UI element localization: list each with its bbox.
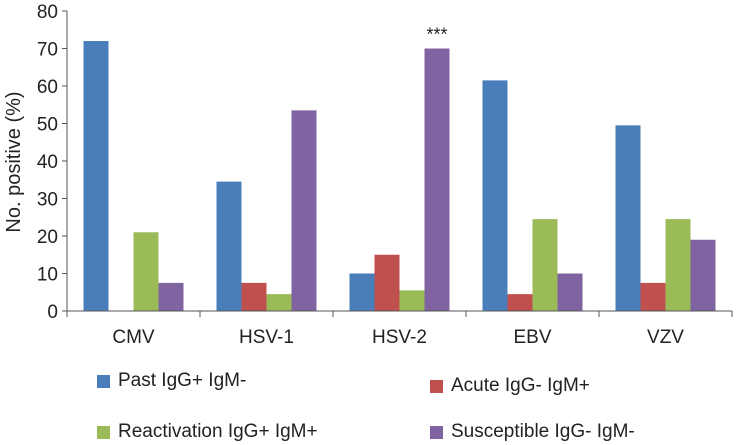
x-tick-label: HSV-2 (372, 327, 427, 348)
y-tick-label: 20 (37, 227, 58, 248)
bar (291, 110, 317, 311)
bar (532, 219, 558, 311)
bar (399, 290, 425, 311)
bar (507, 294, 533, 311)
bar (216, 181, 242, 311)
y-tick-label: 10 (37, 265, 58, 286)
bar (241, 282, 267, 311)
x-tick-label: CMV (112, 327, 155, 348)
x-tick-label: EBV (513, 327, 551, 348)
bar (640, 282, 666, 311)
bar (266, 294, 292, 311)
y-tick-label: 30 (37, 190, 58, 211)
bar (374, 254, 400, 311)
x-axis: CMV HSV-1 HSV-2 EBV VZV (66, 310, 733, 348)
bar (158, 282, 184, 311)
y-tick-label: 60 (37, 77, 58, 98)
y-axis-label: No. positive (%) (3, 91, 25, 232)
bar (690, 239, 716, 311)
bar (424, 48, 450, 311)
x-tick-label: HSV-1 (239, 327, 294, 348)
significance-annotation: *** (426, 25, 447, 45)
bar (133, 232, 159, 311)
annotations: *** (426, 25, 447, 45)
y-axis: 0 10 20 30 40 50 60 70 80 (37, 2, 68, 323)
bar (482, 80, 508, 311)
bar (349, 273, 375, 311)
bar (615, 125, 641, 311)
bar (83, 41, 109, 311)
y-tick-label: 0 (47, 302, 58, 323)
y-tick-label: 40 (37, 152, 58, 173)
y-tick-label: 50 (37, 115, 58, 136)
y-tick-label: 80 (37, 2, 58, 23)
bars (83, 41, 716, 311)
bar (557, 273, 583, 311)
bar (665, 219, 691, 311)
y-tick-label: 70 (37, 40, 58, 61)
x-tick-label: VZV (647, 327, 684, 348)
